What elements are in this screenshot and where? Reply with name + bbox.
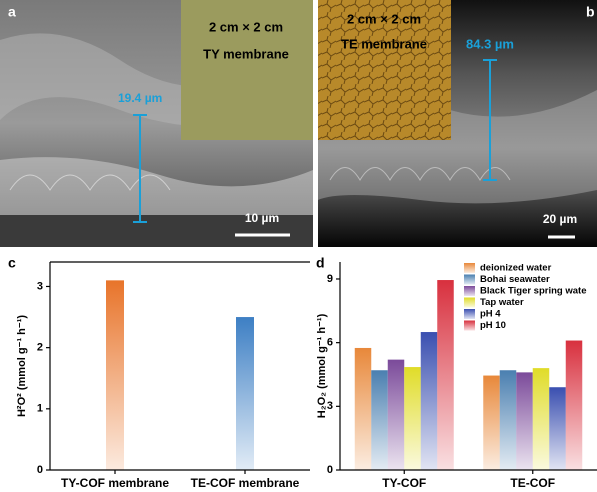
thickness-label: 84.3 µm: [466, 36, 514, 51]
y-tick-label: 0: [327, 464, 333, 476]
bar: [354, 347, 372, 470]
inset-name: TY membrane: [203, 46, 289, 61]
x-tick-label: TE-COF: [510, 476, 555, 490]
scale-bar-label: 20 µm: [543, 212, 577, 226]
bar: [516, 372, 533, 470]
y-tick-label: 6: [327, 337, 333, 349]
bar: [549, 387, 566, 470]
legend-label: pH 4: [480, 309, 501, 320]
scale-bar-label: 10 µm: [245, 211, 279, 225]
inset-size: 2 cm × 2 cm: [209, 19, 283, 34]
inset-name: TE membrane: [341, 36, 427, 51]
y-tick-label: 1: [37, 403, 43, 415]
bar: [404, 367, 421, 470]
bar: [565, 340, 583, 470]
legend-swatch: [464, 320, 475, 331]
bar: [371, 370, 388, 470]
bar: [483, 375, 500, 470]
panel-label: c: [8, 255, 16, 271]
y-tick-label: 2: [37, 342, 43, 354]
y-tick-label: 3: [37, 280, 43, 292]
panel-label: a: [8, 4, 16, 20]
legend-label: deionized water: [480, 263, 552, 274]
sem-image-b: 2 cm × 2 cm TE membrane 84.3 µm 20 µm b: [318, 0, 597, 247]
legend-swatch: [464, 297, 475, 308]
y-axis-label: H²O² (mmol g⁻¹ h⁻¹): [16, 315, 28, 417]
inset-size: 2 cm × 2 cm: [347, 11, 421, 26]
bar: [106, 280, 124, 470]
bar: [437, 280, 454, 470]
x-tick-label: TY-COF: [382, 476, 426, 490]
sem-image-a: 2 cm × 2 cm TY membrane 19.4 µm 10 µm a: [0, 0, 313, 247]
bar: [532, 368, 550, 470]
panel-label: b: [586, 4, 595, 20]
legend-label: Bohai seawater: [480, 274, 550, 285]
legend-swatch: [464, 263, 475, 273]
bar: [236, 317, 254, 470]
y-tick-label: 9: [327, 273, 333, 285]
legend-swatch: [464, 309, 475, 319]
y-tick-label: 3: [327, 400, 333, 412]
bar: [420, 332, 438, 470]
legend-swatch: [464, 286, 475, 296]
x-tick-label: TY-COF membrane: [61, 476, 169, 490]
bar: [387, 359, 405, 470]
x-tick-label: TE-COF membrane: [191, 476, 300, 490]
y-axis-label: H₂O₂ (mmol g⁻¹ h⁻¹): [316, 313, 328, 418]
legend-swatch: [464, 274, 475, 285]
legend-label: Black Tiger spring wate: [480, 286, 586, 297]
legend-label: pH 10: [480, 320, 506, 331]
legend-label: Tap water: [480, 297, 524, 308]
y-tick-label: 0: [37, 464, 43, 476]
thickness-label: 19.4 µm: [118, 91, 162, 105]
bar: [499, 370, 517, 470]
panel-label: d: [316, 255, 325, 271]
